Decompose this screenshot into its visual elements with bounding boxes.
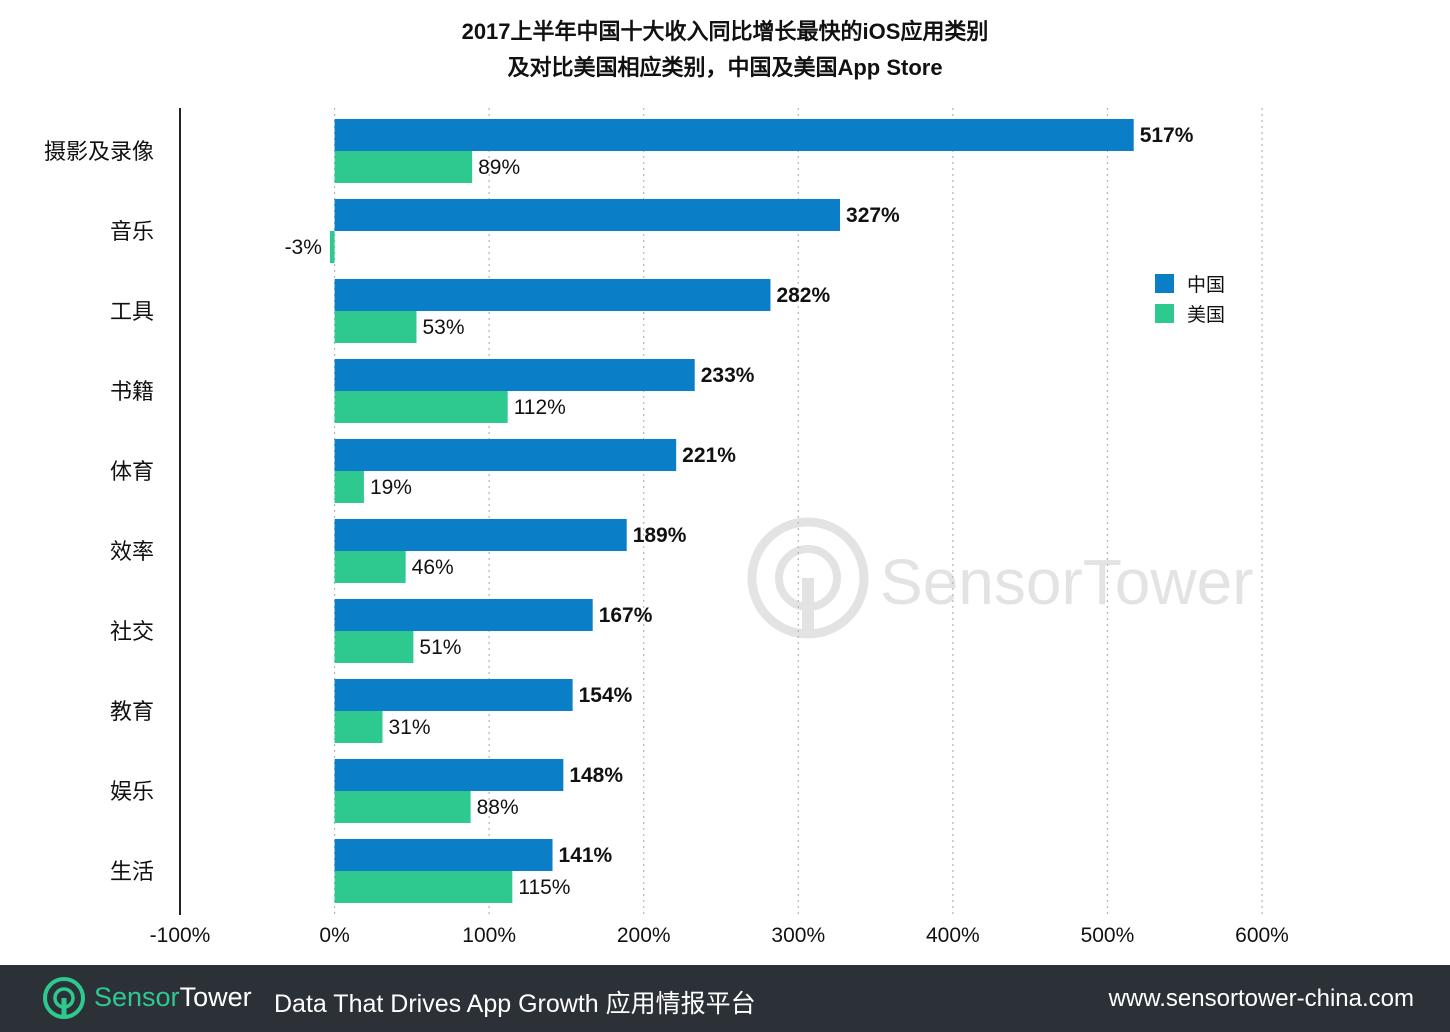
category-label: 教育 xyxy=(110,699,154,724)
sensortower-logo-icon xyxy=(747,517,869,639)
category-label: 工具 xyxy=(110,299,154,324)
category-label: 娱乐 xyxy=(110,779,154,804)
bar-china xyxy=(334,599,593,631)
data-label-china: 282% xyxy=(776,284,830,307)
bar-china xyxy=(334,519,627,551)
chart-title-line1: 2017上半年中国十大收入同比增长最快的iOS应用类别 xyxy=(461,19,989,44)
data-label-us: 31% xyxy=(388,716,430,739)
legend-label: 美国 xyxy=(1187,304,1225,326)
x-tick-label: 0% xyxy=(319,924,349,947)
data-label-us: 53% xyxy=(422,316,464,339)
bar-us xyxy=(334,391,508,423)
category-label: 摄影及录像 xyxy=(44,139,154,164)
bar-us xyxy=(334,791,471,823)
data-label-china: 189% xyxy=(633,524,687,547)
x-tick-labels: -100% 0% 100% 200% 300% 400% 500% 600% xyxy=(150,924,1289,947)
bar-us xyxy=(329,231,335,263)
chart-title-line2: 及对比美国相应类别，中国及美国App Store xyxy=(507,55,943,80)
legend-swatch xyxy=(1155,304,1174,323)
data-labels: 517% 89% 327% -3% 282% 53% 233% 112% 221% 19% 189%… xyxy=(285,124,1194,899)
category-label: 音乐 xyxy=(110,219,154,244)
footer-tagline: Data That Drives App Growth 应用情报平台 xyxy=(274,990,756,1018)
bar-china xyxy=(334,839,553,871)
data-label-us: 46% xyxy=(412,556,454,579)
footer-bar: SensorTower Data That Drives App Growth … xyxy=(0,965,1450,1032)
category-label: 书籍 xyxy=(110,379,154,404)
bar-us xyxy=(334,471,364,503)
bar-us xyxy=(334,151,473,183)
legend-label: 中国 xyxy=(1187,274,1225,296)
watermark-text: SensorTower xyxy=(880,546,1254,618)
bar-us xyxy=(334,711,383,743)
category-label: 生活 xyxy=(110,859,154,884)
x-tick-label: 300% xyxy=(771,924,825,947)
data-label-china: 233% xyxy=(701,364,755,387)
legend-swatch xyxy=(1155,274,1174,293)
sensortower-logo-icon xyxy=(43,977,85,1019)
data-label-us: 88% xyxy=(477,796,519,819)
data-label-us: 115% xyxy=(518,876,570,899)
bar-china xyxy=(334,359,695,391)
bar-china xyxy=(334,759,564,791)
bar-us xyxy=(334,871,513,903)
bar-us xyxy=(334,631,414,663)
x-tick-label: 500% xyxy=(1081,924,1135,947)
data-label-us: 89% xyxy=(478,156,520,179)
category-label: 体育 xyxy=(110,459,154,484)
data-label-china: 517% xyxy=(1140,124,1194,147)
data-label-us: 112% xyxy=(514,396,566,419)
chart-title: 2017上半年中国十大收入同比增长最快的iOS应用类别 及对比美国相应类别，中国… xyxy=(0,14,1450,86)
x-tick-label: 400% xyxy=(926,924,980,947)
x-tick-label: 600% xyxy=(1235,924,1289,947)
footer-brand-part2: Tower xyxy=(179,982,252,1012)
data-label-china: 148% xyxy=(569,764,623,787)
data-label-china: 154% xyxy=(579,684,633,707)
data-label-us: -3% xyxy=(285,236,322,259)
x-tick-label: -100% xyxy=(150,924,211,947)
x-tick-label: 100% xyxy=(462,924,516,947)
data-label-china: 327% xyxy=(846,204,900,227)
data-label-china: 221% xyxy=(682,444,736,467)
data-label-china: 141% xyxy=(559,844,613,867)
watermark: SensorTower xyxy=(747,517,1254,639)
data-label-us: 19% xyxy=(370,476,412,499)
category-label: 效率 xyxy=(110,539,154,564)
bar-us xyxy=(334,311,417,343)
footer-brand[interactable]: SensorTower xyxy=(94,982,252,1013)
bar-chart: SensorTower 517% 89% 327% -3% 282% 53% 233% 112… xyxy=(44,108,1289,947)
category-label: 社交 xyxy=(110,619,154,644)
bar-china xyxy=(334,199,841,231)
bar-china xyxy=(334,439,677,471)
bar-china xyxy=(334,679,573,711)
data-label-china: 167% xyxy=(599,604,653,627)
bar-china xyxy=(334,279,771,311)
footer-url[interactable]: www.sensortower-china.com xyxy=(1108,985,1414,1012)
bar-china xyxy=(334,119,1134,151)
bars xyxy=(329,119,1134,903)
bar-us xyxy=(334,551,406,583)
data-label-us: 51% xyxy=(419,636,461,659)
footer-brand-part1: Sensor xyxy=(94,982,180,1012)
x-tick-label: 200% xyxy=(617,924,671,947)
